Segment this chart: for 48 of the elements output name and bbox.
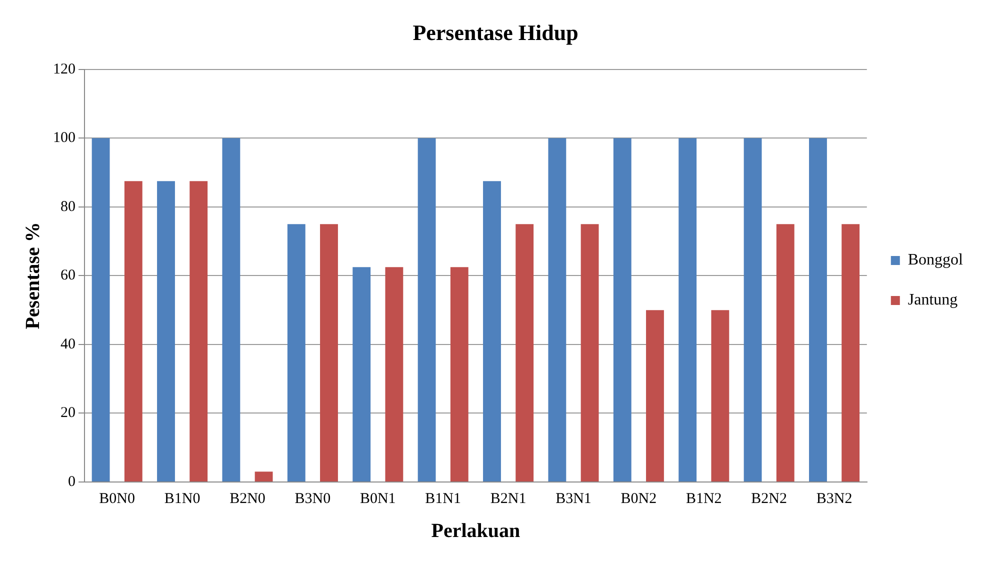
y-axis-title: Pesentase % (22, 222, 44, 330)
y-tick-label: 0 (68, 474, 76, 490)
bar (613, 138, 632, 482)
bar (124, 181, 142, 482)
bar (352, 267, 371, 482)
bar (776, 224, 794, 482)
legend-label: Bonggol (908, 252, 964, 269)
x-tick-label: B0N2 (620, 490, 657, 507)
bar (580, 224, 599, 482)
x-tick-label: B2N1 (490, 490, 526, 507)
x-tick-label: B2N0 (230, 490, 266, 507)
y-tick-label: 40 (60, 336, 76, 352)
y-tick-label: 120 (53, 61, 76, 78)
bar (646, 310, 664, 482)
legend-label: Jantung (908, 292, 958, 309)
x-tick-label: B1N1 (425, 490, 462, 507)
bar (450, 267, 468, 482)
bar (92, 138, 110, 482)
x-tick-label: B2N2 (751, 490, 788, 507)
x-tick-label: B3N2 (816, 490, 852, 507)
x-tick-label: B1N2 (686, 490, 722, 507)
bar (418, 138, 436, 482)
bar (842, 224, 860, 482)
bar (157, 181, 175, 482)
x-tick-label: B0N0 (99, 490, 136, 507)
y-tick-label: 80 (60, 198, 76, 215)
bar (744, 138, 762, 482)
bar (287, 224, 306, 482)
y-tick-label: 100 (53, 130, 76, 146)
bar (190, 181, 208, 482)
bar (678, 138, 697, 482)
bar (711, 310, 730, 482)
bar (809, 138, 827, 482)
x-tick-label: B1N0 (164, 490, 200, 507)
chart-title: Persentase Hidup (412, 20, 578, 45)
bar (222, 138, 240, 482)
bar (483, 181, 501, 482)
bar (254, 472, 273, 482)
bar (548, 138, 566, 482)
x-axis-title: Perlakuan (431, 520, 520, 542)
x-tick-label: B0N1 (360, 490, 396, 507)
y-tick-label: 60 (60, 268, 76, 284)
bar (320, 224, 338, 482)
x-tick-label: B3N1 (556, 490, 592, 507)
x-tick-label: B3N0 (294, 490, 331, 507)
bar (516, 224, 534, 482)
y-tick-label: 20 (60, 405, 76, 422)
bar (385, 267, 404, 482)
